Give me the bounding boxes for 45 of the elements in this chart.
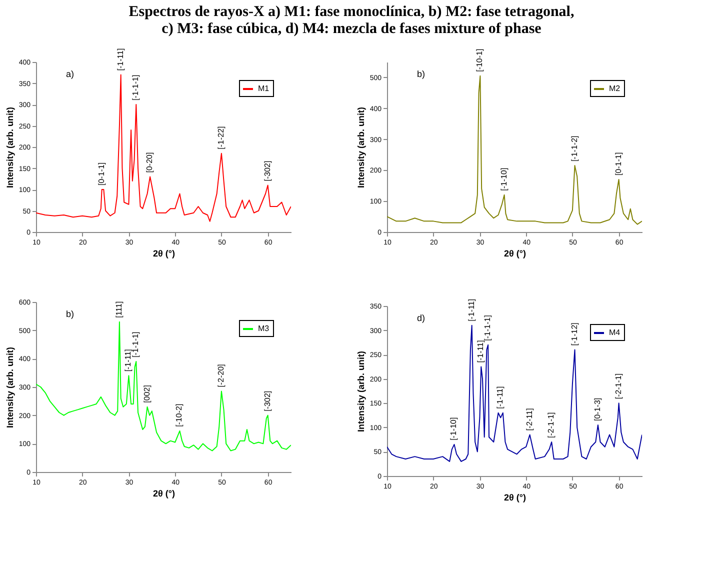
annotation: [002] <box>142 385 152 403</box>
line-series <box>36 321 291 452</box>
annotation: [0-1-1] <box>614 152 623 176</box>
annotation: [-2-20] <box>216 364 226 388</box>
x-axis-title: 2θ (°) <box>504 492 526 502</box>
annotation: [-1-12] <box>570 322 579 346</box>
y-axis-title: Intensity (arb. unit) <box>356 106 366 188</box>
annotation: [-302] <box>262 160 272 182</box>
annotation: [-1-1-1] <box>131 74 140 100</box>
annotation: b) <box>66 309 74 319</box>
annotation: [0-20] <box>145 152 154 173</box>
legend-label: M3 <box>258 324 270 333</box>
legend-label: M4 <box>609 328 621 337</box>
annotation: [0-1-3] <box>592 398 602 421</box>
text: Espectros de rayos-X a) M1: fase monoclínica, b) M2: fase tetragonal, c) M3: fase cúbica, d) M4: mezcla de fases mixture of phase <box>128 3 576 39</box>
annotation: [-1-10] <box>449 417 458 440</box>
annotation: [-1-1-2] <box>570 136 579 162</box>
annotation: [-1-11] <box>116 48 125 71</box>
annotation: [-1-22] <box>216 126 226 150</box>
annotation: d) <box>417 313 426 323</box>
annotation: [-2-1-1] <box>614 373 623 400</box>
annotation: a) <box>66 69 74 79</box>
annotation: [-1-10] <box>499 168 508 191</box>
legend-label: M1 <box>258 84 270 93</box>
y-axis-title: Intensity (arb. unit) <box>356 350 366 432</box>
annotation: [0-1-1] <box>96 162 106 186</box>
annotation: [-1-1-1] <box>483 315 492 341</box>
annotation: [-2-11] <box>524 408 534 431</box>
y-axis-title: Intensity (arb. unit) <box>4 106 15 188</box>
annotation: [-1-11] <box>124 349 133 372</box>
x-axis-title: 2θ (°) <box>504 248 526 258</box>
annotation: [-1-11] <box>466 298 476 322</box>
annotation: [-2-1-1] <box>546 412 556 438</box>
annotation: [-10-1] <box>475 48 484 72</box>
annotation: [-1-1-1] <box>131 332 140 358</box>
x-axis-title: 2θ (°) <box>153 248 175 258</box>
annotation: [-10-2] <box>174 404 184 427</box>
annotation: [-302] <box>262 390 272 412</box>
annotation: b) <box>417 69 426 79</box>
legend-label: M2 <box>609 84 621 93</box>
annotation: [111] <box>114 301 124 318</box>
annotation: [-1-11] <box>476 340 486 363</box>
y-axis-title: Intensity (arb. unit) <box>4 346 15 428</box>
annotation: [-1-11] <box>496 386 505 409</box>
x-axis-title: 2θ (°) <box>153 488 175 498</box>
